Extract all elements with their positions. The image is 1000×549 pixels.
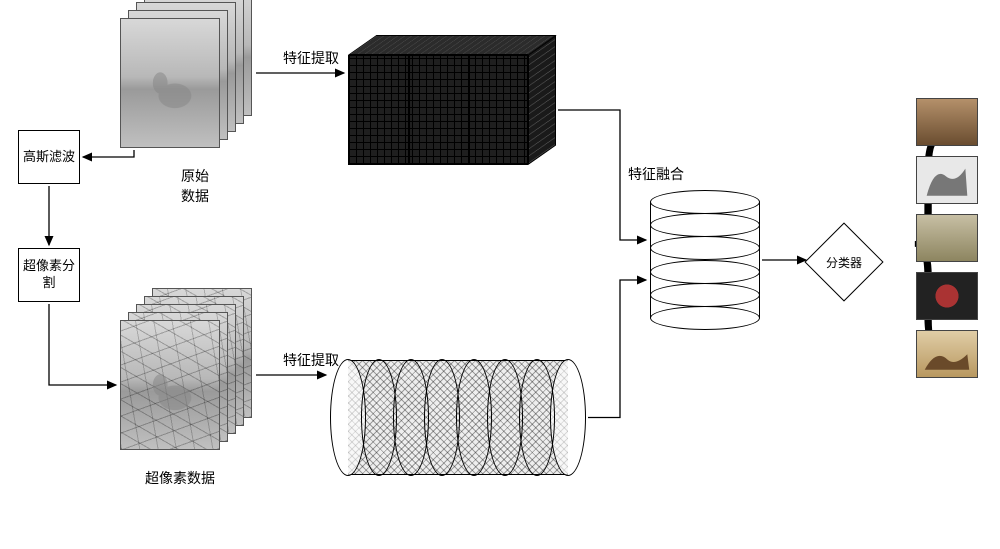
superpixel-seg-box: 超像素分割 bbox=[18, 248, 80, 302]
output-thumb bbox=[916, 98, 978, 146]
feature-cube-top bbox=[348, 35, 557, 55]
feature-fusion-label: 特征融合 bbox=[628, 164, 684, 184]
raw-data-label: 原始 数据 bbox=[155, 166, 235, 206]
feature-cylinder bbox=[348, 360, 568, 475]
raw-data-label-l1: 原始 bbox=[155, 166, 235, 186]
feature-cube-front bbox=[348, 55, 528, 165]
feature-extract-top-label: 特征提取 bbox=[283, 48, 339, 68]
classifier-label: 分类器 bbox=[804, 222, 884, 302]
output-thumb bbox=[916, 214, 978, 262]
superpixel-data-label: 超像素数据 bbox=[145, 468, 215, 488]
raw-image-card bbox=[120, 18, 220, 148]
feature-cube-side bbox=[528, 35, 556, 165]
output-thumb bbox=[916, 330, 978, 378]
feature-extract-bottom-label: 特征提取 bbox=[283, 350, 339, 370]
gaussian-filter-label: 高斯滤波 bbox=[23, 149, 75, 166]
fusion-cylinder bbox=[650, 190, 760, 330]
superpixel-image-card bbox=[120, 320, 220, 450]
superpixel-seg-label: 超像素分割 bbox=[23, 258, 75, 292]
classifier-diamond: 分类器 bbox=[804, 222, 884, 302]
output-thumb bbox=[916, 156, 978, 204]
output-thumb bbox=[916, 272, 978, 320]
raw-data-label-l2: 数据 bbox=[155, 186, 235, 206]
gaussian-filter-box: 高斯滤波 bbox=[18, 130, 80, 184]
